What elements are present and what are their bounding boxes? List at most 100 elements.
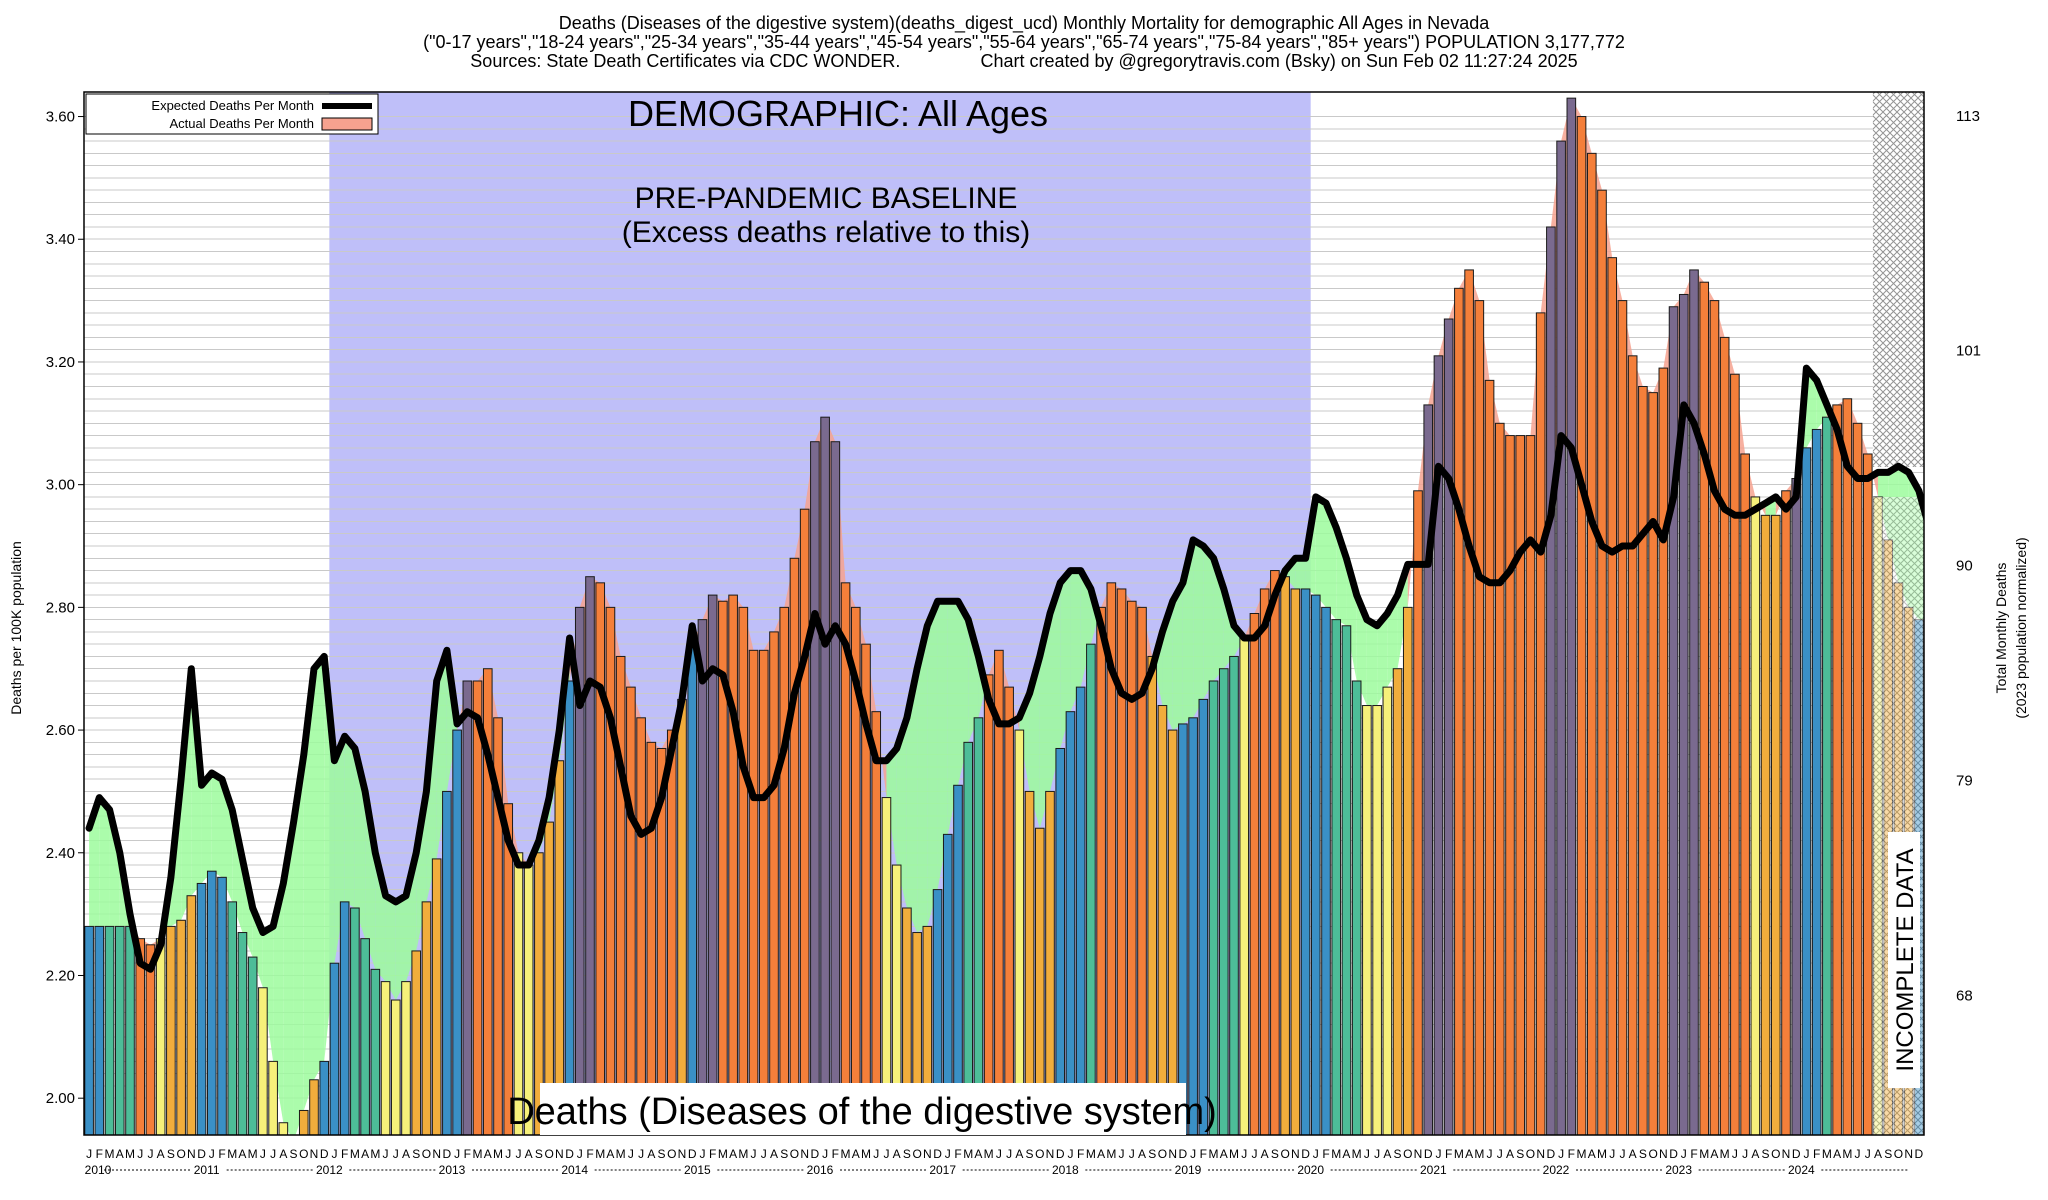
deficit-area — [262, 926, 274, 1062]
month-tick-label: M — [963, 1147, 973, 1161]
month-tick-label: A — [1506, 1147, 1514, 1161]
month-tick-label: F — [954, 1147, 961, 1161]
actual-deaths-bar — [707, 594, 718, 1135]
month-tick-label: M — [1331, 1147, 1341, 1161]
month-tick-label: S — [290, 1147, 298, 1161]
actual-deaths-bar — [1300, 588, 1311, 1135]
month-tick-label: S — [1148, 1147, 1156, 1161]
year-tick-label: 2011 — [194, 1163, 220, 1177]
month-tick-label: A — [402, 1147, 410, 1161]
expected-deaths-line-path — [85, 364, 1924, 973]
actual-deaths-bar — [1310, 594, 1321, 1135]
actual-deaths-bar — [983, 674, 994, 1135]
month-tick-label: A — [1833, 1147, 1841, 1161]
actual-deaths-bar — [1515, 435, 1526, 1135]
actual-deaths-bar — [1494, 422, 1505, 1135]
actual-deaths-bar — [1157, 705, 1168, 1135]
deficit-area — [1387, 595, 1398, 688]
cause-label-box — [540, 1083, 1186, 1135]
actual-deaths-bar — [1454, 287, 1464, 1135]
actual-deaths-bar — [217, 876, 227, 1135]
month-tick-label: D — [1547, 1147, 1556, 1161]
title-line-1: Deaths (Diseases of the digestive system… — [558, 13, 1490, 33]
month-tick-label: A — [1097, 1147, 1105, 1161]
actual-deaths-bar — [329, 962, 340, 1135]
actual-deaths-bar — [1760, 514, 1771, 1135]
actual-deaths-bar — [309, 1079, 319, 1135]
month-tick-label: A — [238, 1147, 246, 1161]
deficit-area — [906, 668, 918, 933]
actual-deaths-bar — [1126, 600, 1137, 1135]
actual-deaths-bar — [1198, 698, 1209, 1135]
y-tick-label: 2.40 — [46, 845, 75, 862]
month-tick-label: O — [1526, 1147, 1535, 1161]
y-tick-label: 3.40 — [46, 231, 75, 248]
legend-expected-label: Expected Deaths Per Month — [151, 98, 314, 113]
month-tick-label: M — [1454, 1147, 1464, 1161]
deficit-area — [1806, 368, 1817, 448]
month-tick-label: N — [1414, 1147, 1423, 1161]
deficit-area — [211, 773, 222, 878]
actual-deaths-bar — [922, 925, 933, 1135]
month-tick-label: J — [1364, 1147, 1370, 1161]
actual-deaths-bar — [595, 582, 606, 1135]
month-tick-label: J — [1119, 1147, 1125, 1161]
month-tick-label: O — [299, 1147, 308, 1161]
month-tick-label: S — [780, 1147, 788, 1161]
expected-deaths-line — [85, 364, 1924, 973]
actual-deaths-bar — [380, 981, 391, 1135]
actual-deaths-bar — [1525, 435, 1536, 1135]
actual-deaths-bar — [718, 600, 728, 1135]
month-tick-label: J — [699, 1147, 705, 1161]
deficit-area — [927, 601, 938, 927]
y-tick-label: 2.20 — [46, 967, 75, 984]
actual-deaths-bar — [1576, 116, 1587, 1135]
deficit-area — [1295, 558, 1306, 589]
actual-deaths-bar — [227, 901, 238, 1135]
deficit-area — [1060, 570, 1071, 749]
month-tick-label: A — [1710, 1147, 1718, 1161]
month-tick-label: S — [903, 1147, 911, 1161]
month-tick-label: A — [1588, 1147, 1596, 1161]
deficit-area — [406, 852, 417, 982]
month-tick-label: O — [1158, 1147, 1167, 1161]
actual-deaths-bar — [1811, 428, 1822, 1135]
actual-deaths-bar — [830, 441, 841, 1135]
month-tick-label: O — [1771, 1147, 1780, 1161]
actual-deaths-bar — [482, 668, 493, 1135]
year-tick-label: 2018 — [1052, 1163, 1079, 1177]
actual-deaths-bar — [1259, 588, 1270, 1135]
deficit-area — [1939, 534, 1949, 632]
actual-deaths-bar — [1566, 97, 1577, 1135]
month-tick-label: N — [310, 1147, 319, 1161]
actual-deaths-bar — [1699, 281, 1710, 1135]
deficit-area — [283, 822, 294, 1135]
deficit-area — [1172, 582, 1183, 731]
month-tick-label: A — [893, 1147, 901, 1161]
deficit-area — [99, 797, 110, 927]
month-tick-label: D — [1424, 1147, 1433, 1161]
actual-deaths-bar — [1086, 643, 1096, 1135]
actual-deaths-bar — [1218, 668, 1229, 1135]
month-tick-label: S — [1762, 1147, 1770, 1161]
actual-deaths-bar — [1433, 355, 1444, 1135]
month-tick-label: A — [157, 1147, 165, 1161]
actual-deaths-bar — [186, 895, 197, 1135]
actual-deaths-bar — [1188, 717, 1198, 1135]
actual-deaths-bar — [697, 619, 708, 1135]
month-tick-label: N — [800, 1147, 809, 1161]
month-tick-label: F — [1200, 1147, 1207, 1161]
month-tick-label: F — [1445, 1147, 1452, 1161]
month-tick-label: M — [718, 1147, 728, 1161]
actual-deaths-bar — [1556, 140, 1566, 1135]
month-tick-label: S — [535, 1147, 543, 1161]
actual-deaths-bar — [871, 711, 882, 1135]
actual-deaths-bar — [1443, 318, 1454, 1135]
month-tick-label: M — [105, 1147, 115, 1161]
y2-axis-label: Total Monthly Deaths — [1993, 563, 2009, 694]
month-tick-label: A — [974, 1147, 982, 1161]
actual-deaths-bar — [258, 987, 268, 1135]
deficit-area — [1326, 503, 1337, 620]
year-tick-label: 2021 — [1420, 1163, 1447, 1177]
actual-deaths-bar — [738, 606, 749, 1135]
